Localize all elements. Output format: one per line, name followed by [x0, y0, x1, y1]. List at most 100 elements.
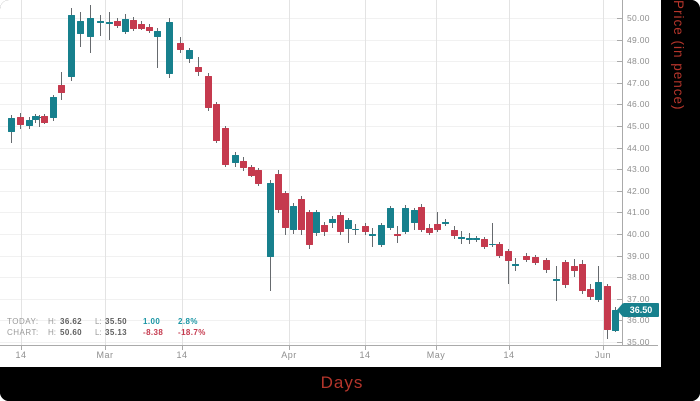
- today-high-value: 36.62: [60, 317, 83, 326]
- candle-body: [40, 116, 48, 123]
- candle-body: [222, 128, 229, 165]
- candle-body: [410, 210, 418, 224]
- y-axis-label: 39.00: [627, 250, 650, 261]
- candle-body: [185, 50, 193, 60]
- candle-body: [329, 218, 336, 224]
- price-gridline: [0, 18, 622, 19]
- candle-body: [255, 170, 262, 185]
- candle-wick: [39, 115, 40, 128]
- candle-body: [86, 18, 94, 38]
- candle-body: [32, 116, 39, 120]
- candle-body: [194, 66, 202, 72]
- candle-body: [130, 20, 137, 29]
- candle-wick: [556, 266, 557, 301]
- candle-wick: [515, 257, 516, 271]
- candle-body: [165, 22, 173, 75]
- candle-wick: [108, 11, 110, 40]
- candle-body: [275, 173, 282, 211]
- candle-body: [154, 30, 161, 38]
- y-axis-tick: [617, 212, 622, 214]
- chart-high-value: 50.60: [60, 327, 83, 337]
- candle-body: [393, 234, 401, 237]
- candle-body: [25, 119, 33, 126]
- candle-body: [522, 255, 530, 260]
- candle-body: [433, 224, 441, 230]
- y-axis-tick: [617, 126, 622, 127]
- candle-body: [122, 19, 129, 33]
- candle-body: [114, 21, 121, 26]
- y-axis-label: 44.00: [627, 142, 650, 153]
- today-label: TODAY:: [7, 317, 39, 326]
- y-axis-tick: [617, 255, 622, 257]
- date-gridline: [603, 0, 604, 345]
- candle-body: [504, 251, 512, 261]
- x-axis-label: Apr: [281, 350, 297, 360]
- candle-body: [496, 243, 503, 256]
- candle-body: [36, 116, 43, 119]
- y-axis-tick: [617, 82, 622, 84]
- price-axis-panel: Price (in pence): [661, 0, 700, 401]
- candle-body: [240, 160, 247, 169]
- candle-wick: [461, 230, 462, 244]
- candle-body: [587, 289, 594, 297]
- candle-body: [49, 96, 57, 119]
- y-axis-tick: [617, 18, 622, 19]
- y-axis-line: [622, 0, 623, 346]
- candle-body: [8, 118, 15, 133]
- candle-body: [137, 24, 145, 29]
- x-axis-line: [0, 345, 658, 346]
- candle-body: [321, 225, 328, 232]
- y-axis-label: 36.00: [627, 315, 650, 326]
- y-axis-label: 41.00: [627, 207, 650, 218]
- y-axis-tick: [617, 104, 622, 106]
- y-axis-tick: [617, 190, 622, 192]
- candle-body: [67, 14, 75, 78]
- price-gridline: [0, 342, 622, 343]
- x-axis-tick: [436, 346, 437, 350]
- candle-body: [145, 26, 153, 31]
- y-axis-tick: [617, 277, 622, 279]
- price-gridline: [0, 126, 622, 127]
- date-gridline: [509, 0, 510, 345]
- candle-body: [512, 264, 519, 266]
- candle-wick: [491, 223, 493, 247]
- x-axis-tick: [509, 346, 510, 350]
- x-axis-tick: [289, 346, 290, 350]
- price-gridline: [0, 190, 622, 192]
- candle-body: [611, 309, 619, 332]
- candle-body: [386, 208, 394, 228]
- y-axis-label: 43.00: [627, 164, 650, 175]
- price-gridline: [0, 147, 622, 149]
- x-axis-tick: [105, 346, 106, 350]
- x-axis-tick: [21, 346, 22, 350]
- candlestick-plot-area[interactable]: 50.00 49.00 48.00 47.00 46.00 45.00 44.00 43.00…: [0, 0, 661, 367]
- candle-body: [297, 199, 305, 230]
- y-axis-label: 50.00: [627, 13, 650, 23]
- price-gridline: [0, 82, 622, 84]
- candle-body: [351, 228, 359, 231]
- candle-body: [458, 237, 465, 239]
- date-gridline: [182, 0, 183, 345]
- candle-body: [369, 234, 376, 236]
- price-gridline: [0, 169, 622, 171]
- price-gridline: [0, 298, 622, 300]
- candle-body: [579, 264, 586, 292]
- price-gridline: [0, 277, 622, 279]
- candle-body: [77, 21, 84, 35]
- candle-body: [344, 219, 352, 229]
- price-gridline: [0, 39, 622, 41]
- x-axis-label: Jun: [594, 350, 611, 360]
- chart-stats-row: CHART: H: 50.60 L: 35.13 -8.38 -18.7%: [7, 328, 220, 339]
- x-axis-label: Mar: [96, 350, 114, 360]
- date-gridline: [105, 0, 106, 345]
- candle-body: [58, 84, 65, 93]
- candle-body: [450, 229, 458, 237]
- candle-wick: [507, 249, 509, 284]
- y-axis-tick: [617, 39, 622, 41]
- price-gridline: [0, 61, 622, 63]
- current-price-badge: 36.50: [617, 302, 659, 317]
- chart-change-pct: -18.7%: [178, 327, 206, 337]
- price-gridline: [0, 104, 622, 106]
- days-axis-panel: Days: [0, 367, 700, 401]
- y-axis-tick: [617, 342, 622, 343]
